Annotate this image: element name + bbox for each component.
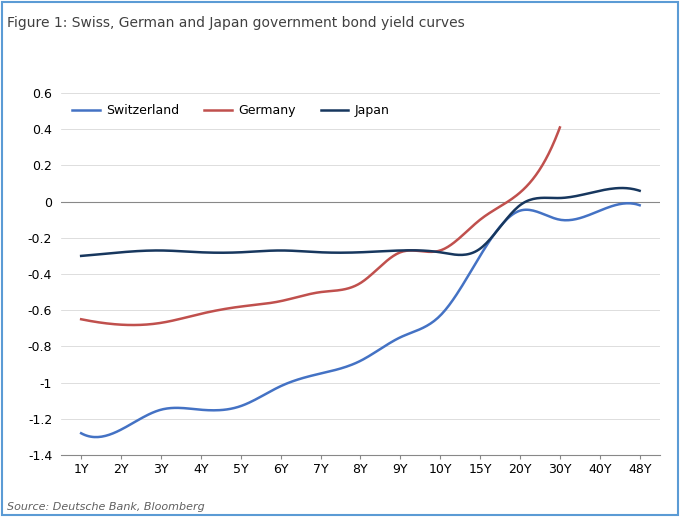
- Text: Source: Deutsche Bank, Bloomberg: Source: Deutsche Bank, Bloomberg: [7, 502, 205, 512]
- Text: Figure 1: Swiss, German and Japan government bond yield curves: Figure 1: Swiss, German and Japan govern…: [7, 16, 464, 29]
- Legend: Switzerland, Germany, Japan: Switzerland, Germany, Japan: [67, 99, 394, 123]
